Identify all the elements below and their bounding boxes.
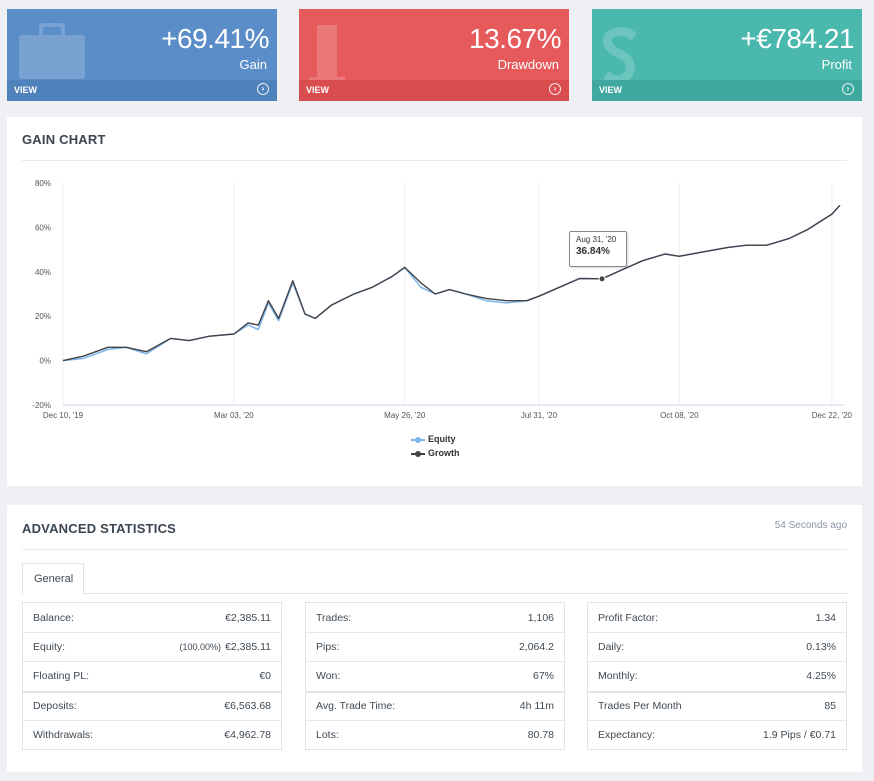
chart-legend: Equity Growth (411, 432, 460, 460)
stats-table-trades: Trades: 1,106 Pips: 2,064.2 Won: 67% Avg. T… (305, 602, 565, 750)
drawdown-value: 13.67% (469, 23, 561, 54)
y-tick-label: 20% (35, 312, 51, 321)
divider (22, 549, 847, 550)
stat-row: Balance: €2,385.11 (33, 611, 271, 624)
series-line-growth (62, 204, 841, 362)
stats-table-account: Balance: €2,385.11 Equity: (100.00%) €2,385… (22, 602, 282, 750)
stat-row: Profit Factor: 1.34 (598, 611, 836, 624)
profit-view-link[interactable]: VIEW › (592, 80, 862, 101)
stat-row: Trades: 1,106 (316, 611, 554, 624)
arrow-right-icon: › (842, 83, 854, 95)
equity-percent: (100.00%) (179, 642, 222, 653)
updated-time: 54 Seconds ago (774, 520, 847, 531)
legend-item-equity[interactable]: Equity (411, 434, 456, 444)
gain-value: +69.41% (161, 23, 269, 54)
arrow-right-icon: › (257, 83, 269, 95)
briefcase-icon (19, 23, 85, 79)
y-tick-label: 0% (39, 357, 51, 366)
stat-row: Withdrawals: €4,962.78 (23, 719, 281, 749)
stat-row: Monthly: 4.25% (588, 661, 846, 690)
y-tick-label: 80% (35, 179, 51, 188)
profit-value: +€784.21 (740, 23, 854, 54)
stat-row: Lots: 80.78 (306, 719, 564, 749)
drawdown-view-link[interactable]: VIEW › (299, 80, 569, 101)
drawdown-tile[interactable]: 13.67% Drawdown VIEW › (299, 9, 569, 101)
hover-point (598, 275, 606, 283)
y-tick-label: -20% (32, 401, 51, 410)
y-tick-label: 60% (35, 223, 51, 232)
x-tick-label: Oct 08, '20 (660, 411, 699, 420)
stat-row: Pips: 2,064.2 (306, 632, 564, 661)
x-tick-label: Jul 31, '20 (521, 411, 558, 420)
x-tick-label: Dec 22, '20 (812, 411, 853, 420)
y-tick-label: 40% (35, 268, 51, 277)
tooltip-date: Aug 31, '20 (576, 235, 617, 244)
gain-chart[interactable]: Dec 10, '19 Mar 03, '20 May 26, '20 Jul 31,… (7, 117, 862, 486)
stat-row: Equity: (100.00%) €2,385.11 (23, 632, 281, 661)
gain-label: Gain (239, 57, 267, 72)
divider (22, 160, 847, 161)
gain-chart-panel: GAIN CHART Dec 10, '19 Mar 03, '20 May 26,… (7, 117, 862, 486)
gain-tile[interactable]: +69.41% Gain VIEW › (7, 9, 277, 101)
stat-row: Deposits: €6,563.68 (23, 690, 281, 720)
stat-row: Daily: 0.13% (588, 632, 846, 661)
stats-table-performance: Profit Factor: 1.34 Daily: 0.13% Monthly: 4… (587, 602, 847, 750)
x-tick-label: Dec 10, '19 (43, 411, 84, 420)
drawdown-label: Drawdown (497, 57, 559, 72)
x-tick-label: Mar 03, '20 (214, 411, 254, 420)
advanced-statistics-panel: ADVANCED STATISTICS 54 Seconds ago Gener… (7, 505, 862, 772)
stat-row: Won: 67% (306, 661, 564, 690)
x-tick-label: May 26, '20 (384, 411, 426, 420)
arrow-right-icon: › (549, 83, 561, 95)
profit-tile[interactable]: +€784.21 Profit VIEW › (592, 9, 862, 101)
stat-row: Avg. Trade Time: 4h 11m (306, 690, 564, 720)
legend-item-growth[interactable]: Growth (411, 448, 460, 458)
profit-label: Profit (821, 57, 852, 72)
dollar-icon (602, 27, 637, 85)
series-line-equity (62, 204, 841, 362)
stat-row: Expectancy: 1.9 Pips / €0.71 (588, 719, 846, 749)
chart-tooltip: Aug 31, '20 36.84% (569, 231, 627, 267)
tab-bar-line (22, 593, 847, 594)
stats-title: ADVANCED STATISTICS (22, 521, 177, 536)
tab-general[interactable]: General (22, 563, 84, 594)
stat-row: Trades Per Month 85 (588, 690, 846, 720)
tooltip-value: 36.84% (576, 246, 610, 257)
gain-chart-title: GAIN CHART (22, 132, 106, 147)
gain-view-link[interactable]: VIEW › (7, 80, 277, 101)
stat-row: Floating PL: €0 (23, 661, 281, 690)
